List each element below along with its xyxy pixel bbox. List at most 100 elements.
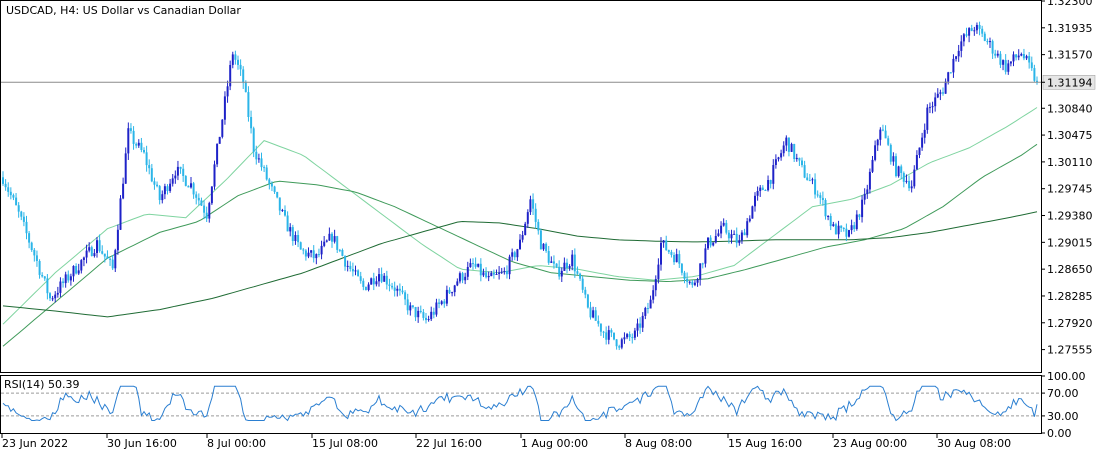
candle-body <box>359 276 362 281</box>
candle-body <box>686 278 689 282</box>
candle-body <box>15 197 18 206</box>
candle-body <box>895 156 897 177</box>
candle-body <box>273 186 276 192</box>
candle-body <box>119 198 122 230</box>
time-tick-label: 15 Jul 08:00 <box>312 437 378 450</box>
candle-body <box>824 200 827 217</box>
candle-body <box>294 235 297 241</box>
candle-body <box>615 339 618 347</box>
candle-body <box>863 193 866 200</box>
candle-body <box>197 197 200 201</box>
chart-title: USDCAD, H4: US Dollar vs Canadian Dollar <box>6 4 241 17</box>
candle-body <box>247 92 250 117</box>
candle-body <box>983 33 986 41</box>
candle-body <box>777 157 780 160</box>
candle-body <box>981 28 984 34</box>
candle-body <box>683 272 686 279</box>
candle-body <box>378 274 380 282</box>
candle-body <box>210 186 213 204</box>
candle-body <box>782 145 785 154</box>
candle-body <box>98 240 101 252</box>
candle-body <box>67 274 70 281</box>
candle-body <box>404 292 407 300</box>
candle-body <box>85 250 88 258</box>
candle-body <box>751 206 754 219</box>
candle-body <box>957 50 960 57</box>
candle-body <box>547 251 550 263</box>
candle-body <box>182 168 185 176</box>
candle-body <box>767 180 770 191</box>
candle-body <box>244 82 247 92</box>
candle-body <box>422 312 425 318</box>
candle-body <box>675 254 678 263</box>
candle-body <box>495 274 498 275</box>
candle-body <box>876 139 879 146</box>
candle-body <box>902 173 905 182</box>
candle-body <box>774 159 777 165</box>
candle-body <box>435 302 438 315</box>
candle-body <box>106 256 109 259</box>
candle-body <box>519 239 521 250</box>
candle-body <box>223 96 226 120</box>
candle-body <box>560 270 563 277</box>
candle-body <box>7 187 10 192</box>
candle-body <box>754 195 756 207</box>
candle-body <box>140 142 143 150</box>
candle-body <box>12 195 15 198</box>
candle-body <box>552 261 555 264</box>
time-tick-label: 23 Jun 2022 <box>2 437 68 450</box>
candle-body <box>500 271 503 273</box>
candle-body <box>592 310 595 318</box>
candle-body <box>75 266 78 274</box>
candle-body <box>54 294 57 299</box>
candle-body <box>312 250 315 259</box>
candle-body <box>323 241 326 246</box>
candle-body <box>545 243 548 251</box>
candle-body <box>372 278 375 285</box>
candle-body <box>336 236 339 250</box>
candle-body <box>827 216 830 217</box>
price-tick-label: 1.31570 <box>1047 49 1093 62</box>
time-tick-label: 23 Aug 00:00 <box>833 437 907 450</box>
candle-body <box>432 311 435 315</box>
candle-body <box>184 176 187 186</box>
candle-body <box>383 275 386 282</box>
candle-body <box>174 175 177 179</box>
candle-body <box>944 81 947 94</box>
candle-body <box>994 53 997 56</box>
candle-body <box>884 130 887 139</box>
candle-body <box>889 144 892 162</box>
candle-body <box>22 216 25 222</box>
candle-body <box>808 180 811 182</box>
candle-body <box>558 266 561 277</box>
price-tick-label: 1.28650 <box>1047 263 1093 276</box>
candle-body <box>947 72 950 82</box>
candle-body <box>840 225 843 228</box>
candle-body <box>628 334 631 338</box>
candle-body <box>955 56 958 59</box>
candle-body <box>858 214 861 218</box>
candle-body <box>218 136 221 144</box>
candle-body <box>72 266 75 277</box>
candle-body <box>613 332 615 340</box>
candle-body <box>153 181 156 185</box>
candle-body <box>699 263 702 280</box>
candle-body <box>975 25 978 31</box>
candle-body <box>28 233 31 243</box>
candle-body <box>555 263 558 267</box>
time-tick-label: 1 Aug 00:00 <box>521 437 588 450</box>
candlesticks <box>2 21 1038 351</box>
rsi-tick-label: 100.00 <box>1047 370 1086 383</box>
candle-body <box>38 261 41 275</box>
candle-body <box>393 287 396 291</box>
candle-body <box>242 69 245 83</box>
candle-body <box>263 167 266 169</box>
candle-body <box>819 195 822 198</box>
candle-body <box>396 288 399 291</box>
price-panel-frame <box>0 0 1042 373</box>
candle-body <box>996 53 999 56</box>
candle-body <box>566 262 568 269</box>
candle-body <box>278 197 281 211</box>
candle-body <box>989 41 991 43</box>
candle-body <box>926 107 929 130</box>
